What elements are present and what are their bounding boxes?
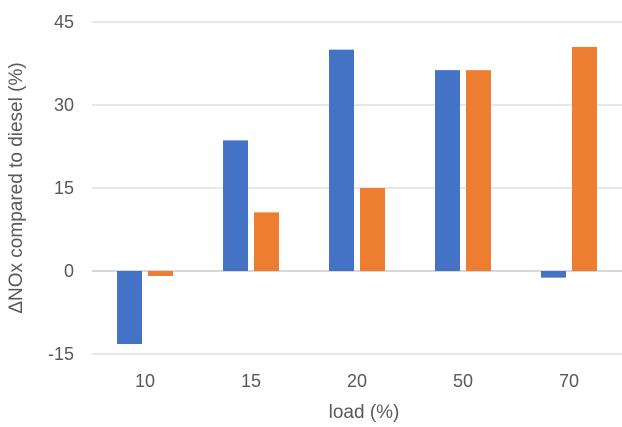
x-tick-label: 20 [347, 371, 367, 391]
y-tick-label: 30 [54, 95, 74, 115]
bar-series2-70 [572, 46, 597, 272]
x-axis-title: load (%) [329, 402, 400, 423]
bar-series1-15 [223, 140, 248, 271]
bars [117, 46, 597, 345]
gridlines [92, 21, 622, 355]
x-tick-label: 10 [135, 371, 155, 391]
y-tick-label: 0 [64, 261, 74, 281]
bar-series1-20 [329, 49, 354, 271]
bar-series1-50 [435, 70, 460, 271]
x-tick-label: 15 [241, 371, 261, 391]
bar-series2-20 [360, 188, 385, 271]
y-axis-title: ΔNOx compared to diesel (%) [6, 62, 27, 313]
bar-series2-15 [254, 212, 279, 271]
y-tick-label: 45 [54, 12, 74, 32]
y-tick-labels: -15 0 15 30 45 [48, 12, 74, 364]
bar-series1-70 [541, 271, 566, 278]
bar-series2-10 [148, 271, 173, 276]
bar-series1-10 [117, 271, 142, 345]
x-tick-label: 70 [559, 371, 579, 391]
y-tick-label: 15 [54, 178, 74, 198]
x-tick-label: 50 [453, 371, 473, 391]
y-tick-label: -15 [48, 344, 74, 364]
x-tick-labels: 10 15 20 50 70 [135, 371, 579, 391]
bar-series2-50 [466, 70, 491, 271]
